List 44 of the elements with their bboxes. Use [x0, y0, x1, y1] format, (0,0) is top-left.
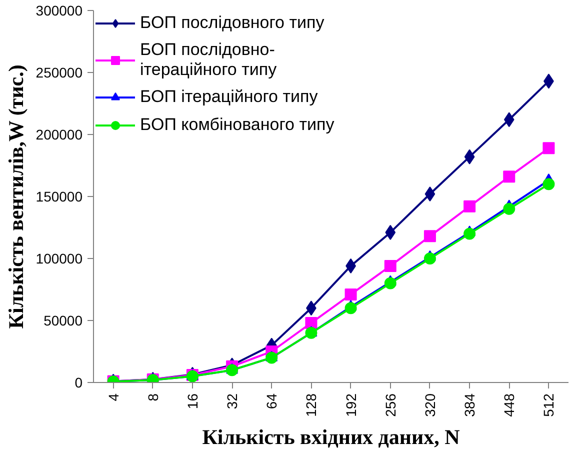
y-tick-label: 0: [74, 374, 83, 390]
x-tick-label: 384: [462, 393, 478, 417]
y-tick-label: 150000: [36, 188, 83, 204]
y-tick-label: 50000: [44, 312, 83, 328]
legend-label: БОП комбінованого типу: [140, 114, 334, 136]
point: [424, 252, 436, 264]
x-tick-label: 64: [264, 393, 280, 410]
legend-label: БОП ітераційного типу: [140, 86, 318, 108]
x-tick-label: 448: [501, 393, 518, 417]
y-axis-title: Кількість вентилів,W (тис.): [4, 64, 28, 329]
y-tick-label: 250000: [36, 64, 83, 80]
point: [542, 142, 555, 154]
point: [226, 364, 238, 376]
legend-label: БОП послідовного типу: [140, 12, 324, 34]
x-tick-label: 192: [342, 393, 359, 417]
point: [464, 228, 476, 240]
point: [542, 178, 555, 190]
point: [384, 260, 396, 272]
y-tick-label: 300000: [36, 2, 83, 18]
x-tick-label: 8: [144, 393, 161, 402]
y-tick-label: 200000: [36, 126, 83, 142]
x-tick-label: 320: [422, 393, 438, 417]
x-axis-title: Кількість вхідних даних, N: [202, 424, 460, 449]
x-tick-label: 256: [382, 393, 398, 417]
legend-label: БОП послідовно- ітераційного типу: [140, 40, 277, 80]
point: [424, 230, 436, 242]
point: [344, 302, 357, 314]
x-tick-label: 4: [105, 393, 122, 402]
y-tick-label: 100000: [36, 250, 83, 266]
point: [504, 112, 514, 128]
point: [305, 316, 318, 329]
point: [464, 200, 476, 212]
point: [424, 186, 436, 202]
point: [464, 149, 475, 164]
point: [503, 202, 516, 215]
x-tick-label: 16: [184, 393, 200, 410]
point: [384, 277, 396, 290]
x-tick-label: 512: [540, 393, 557, 417]
point: [266, 352, 278, 364]
x-tick-label: 128: [303, 393, 320, 417]
x-tick-label: 32: [224, 393, 240, 410]
point: [385, 224, 396, 240]
point: [503, 170, 516, 183]
point: [344, 288, 357, 300]
